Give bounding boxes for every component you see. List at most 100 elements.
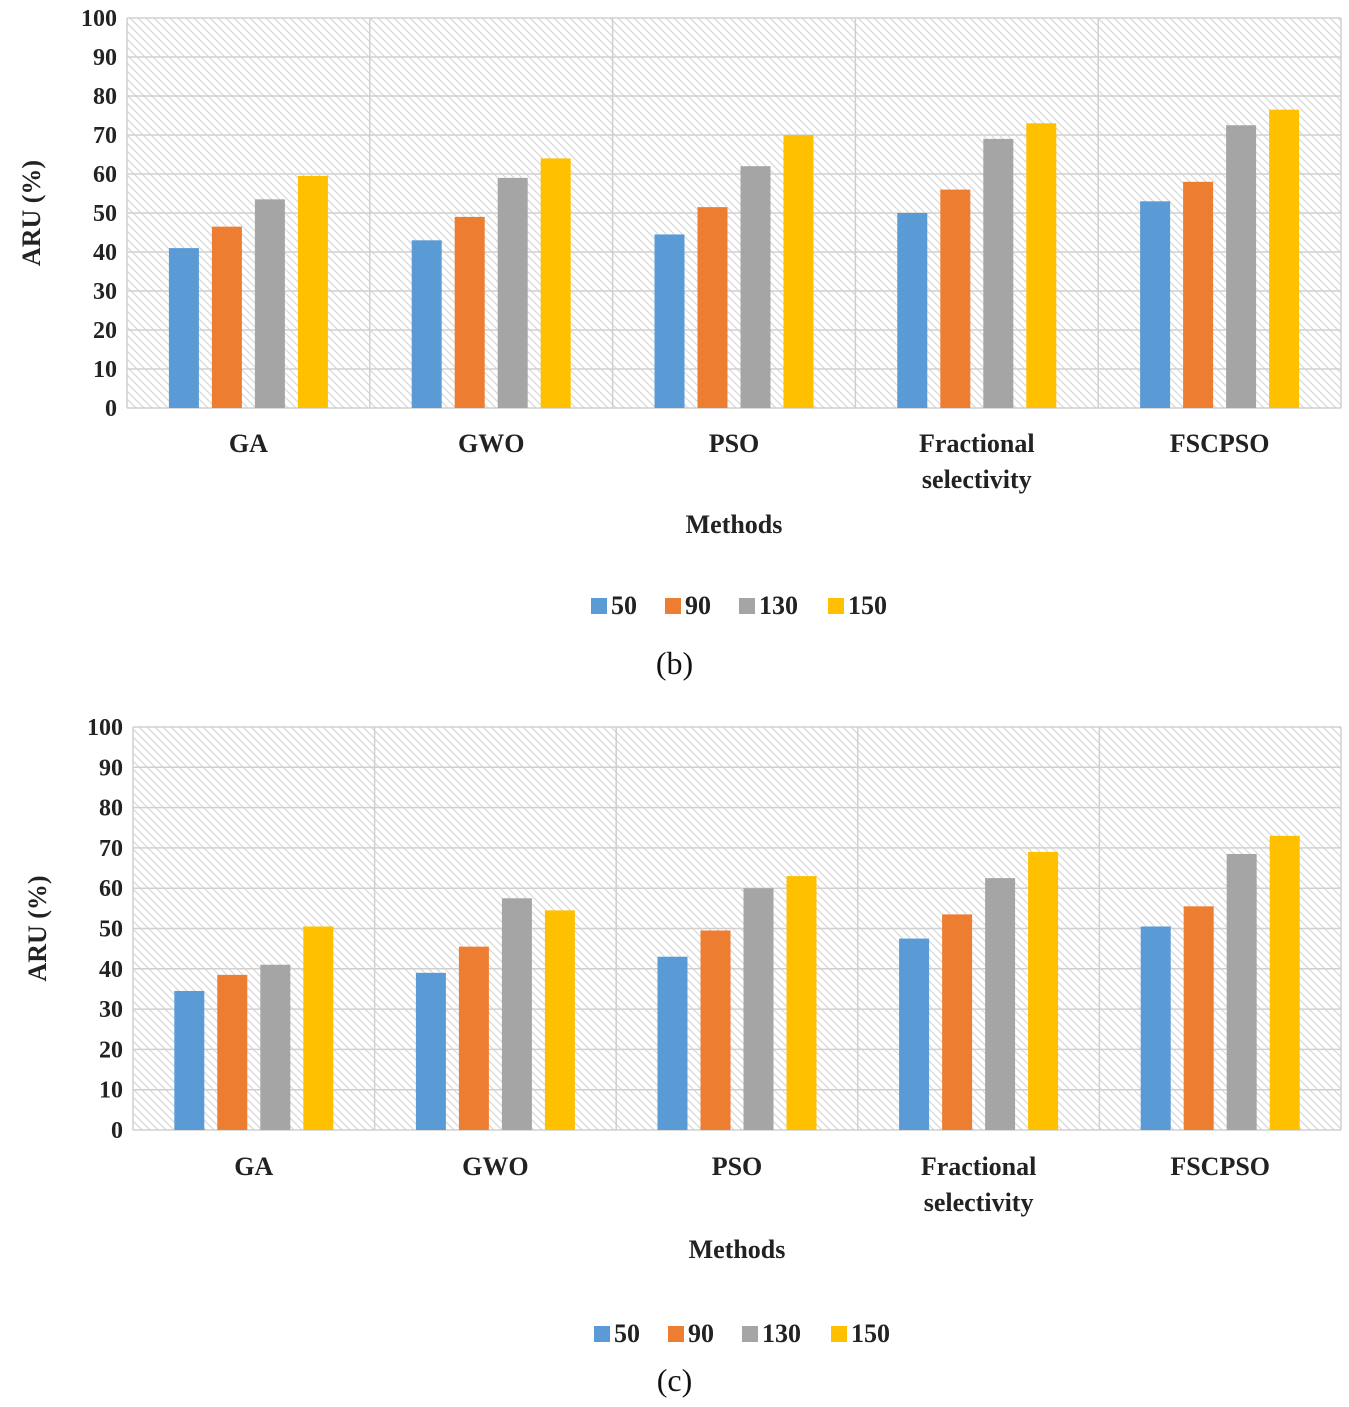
y-tick-label: 30	[93, 279, 117, 305]
bar-90-fscpso	[1183, 181, 1214, 408]
legend-swatch	[739, 598, 755, 614]
chart-c: 0 10 20 30 40 50 60 70 80 90 100 GA GWO PSO Fractional…	[23, 715, 1342, 1348]
bar-90-pso	[697, 207, 728, 408]
legend-label: 130	[759, 591, 798, 620]
legend-label: 50	[611, 591, 637, 620]
y-tick-label: 70	[93, 123, 117, 149]
bar-150-fractional-selectivity	[1026, 123, 1057, 409]
bar-90-pso	[700, 930, 731, 1130]
bar-50-gwo	[411, 240, 442, 408]
bar-150-gwo	[544, 910, 575, 1130]
legend-item-130: 130	[742, 1319, 801, 1348]
y-tick-label: 10	[93, 357, 117, 383]
bar-90-gwo	[458, 946, 489, 1130]
bar-50-gwo	[415, 972, 446, 1130]
y-axis-title: ARU (%)	[17, 160, 46, 266]
bar-50-fractional-selectivity	[899, 938, 930, 1130]
legend-item-90: 90	[665, 591, 711, 620]
y-axis-title: ARU (%)	[23, 875, 52, 981]
y-tick-label: 80	[93, 84, 117, 110]
y-tick-label: 50	[99, 917, 123, 943]
x-tick-label: GA	[234, 1152, 273, 1181]
legend-swatch	[665, 598, 681, 614]
bar-130-fractional-selectivity	[985, 878, 1016, 1130]
legend-label: 90	[685, 591, 711, 620]
bar-150-fscpso	[1269, 835, 1300, 1130]
chart-panel-b: 0 10 20 30 40 50 60 70 80 90 100 GA GWO PSO Fractional…	[0, 0, 1349, 700]
bar-130-gwo	[501, 898, 532, 1130]
legend-label: 150	[851, 1319, 890, 1348]
bar-150-gwo	[540, 158, 571, 408]
bar-150-ga	[303, 926, 334, 1130]
legend-item-90: 90	[668, 1319, 714, 1348]
bar-50-ga	[168, 248, 199, 408]
legend-swatch	[668, 1326, 684, 1342]
x-tick-label: Fractional selectivity	[921, 1152, 1037, 1217]
bar-130-pso	[743, 888, 774, 1130]
bar-150-fractional-selectivity	[1028, 851, 1059, 1130]
legend-item-150: 150	[828, 591, 887, 620]
bar-130-ga	[260, 964, 291, 1130]
bar-90-ga	[217, 974, 248, 1130]
x-tick-label: FSCPSO	[1170, 1152, 1270, 1181]
y-tick-label: 60	[99, 876, 123, 902]
bar-50-fscpso	[1140, 926, 1171, 1130]
y-tick-label: 90	[99, 755, 123, 781]
bar-90-fscpso	[1183, 906, 1214, 1130]
bar-50-fscpso	[1140, 201, 1171, 408]
bar-90-fractional-selectivity	[942, 914, 973, 1130]
legend-label: 150	[848, 591, 887, 620]
legend-item-50: 50	[594, 1319, 640, 1348]
y-tick-label: 20	[99, 1037, 123, 1063]
bar-130-fscpso	[1226, 853, 1257, 1130]
y-tick-label: 100	[81, 6, 117, 32]
x-tick-label: PSO	[709, 429, 760, 458]
caption-c: (c)	[656, 1362, 693, 1398]
bar-130-gwo	[497, 177, 528, 408]
bar-50-pso	[657, 956, 688, 1130]
bar-150-pso	[786, 876, 817, 1130]
legend-swatch	[828, 598, 844, 614]
bar-130-ga	[254, 199, 285, 408]
bar-150-fscpso	[1269, 109, 1300, 409]
x-axis-title: Methods	[686, 510, 783, 539]
x-tick-label: GA	[229, 429, 268, 458]
bar-90-ga	[211, 226, 242, 408]
legend-item-50: 50	[591, 591, 637, 620]
x-axis-title: Methods	[689, 1235, 786, 1264]
bar-50-pso	[654, 234, 685, 408]
legend-label: 130	[762, 1319, 801, 1348]
chart-b: 0 10 20 30 40 50 60 70 80 90 100 GA GWO PSO Fractional…	[17, 6, 1342, 620]
legend-swatch	[594, 1326, 610, 1342]
bar-90-gwo	[454, 216, 485, 408]
legend-swatch	[831, 1326, 847, 1342]
y-tick-label: 100	[87, 715, 123, 741]
bar-130-pso	[740, 166, 771, 408]
y-tick-label: 50	[93, 201, 117, 227]
bar-50-fractional-selectivity	[897, 213, 928, 408]
y-tick-label: 40	[99, 957, 123, 983]
y-tick-label: 0	[105, 396, 117, 422]
chart-panel-c: 0 10 20 30 40 50 60 70 80 90 100 GA GWO PSO Fractional…	[0, 700, 1349, 1407]
bar-150-ga	[297, 175, 328, 408]
y-tick-label: 20	[93, 318, 117, 344]
x-tick-label: FSCPSO	[1170, 429, 1270, 458]
x-tick-label: GWO	[458, 429, 524, 458]
y-tick-label: 70	[99, 836, 123, 862]
y-tick-label: 10	[99, 1078, 123, 1104]
bar-130-fscpso	[1226, 125, 1257, 408]
y-tick-label: 0	[111, 1118, 123, 1144]
x-tick-label: PSO	[712, 1152, 763, 1181]
legend-item-130: 130	[739, 591, 798, 620]
legend-swatch	[591, 598, 607, 614]
bar-50-ga	[174, 990, 205, 1130]
y-tick-label: 90	[93, 45, 117, 71]
y-tick-label: 60	[93, 162, 117, 188]
x-tick-label: GWO	[462, 1152, 528, 1181]
bar-150-pso	[783, 135, 814, 408]
caption-b: (b)	[655, 645, 694, 681]
legend-swatch	[742, 1326, 758, 1342]
x-tick-label: Fractional selectivity	[919, 429, 1035, 494]
legend-item-150: 150	[831, 1319, 890, 1348]
legend-label: 50	[614, 1319, 640, 1348]
